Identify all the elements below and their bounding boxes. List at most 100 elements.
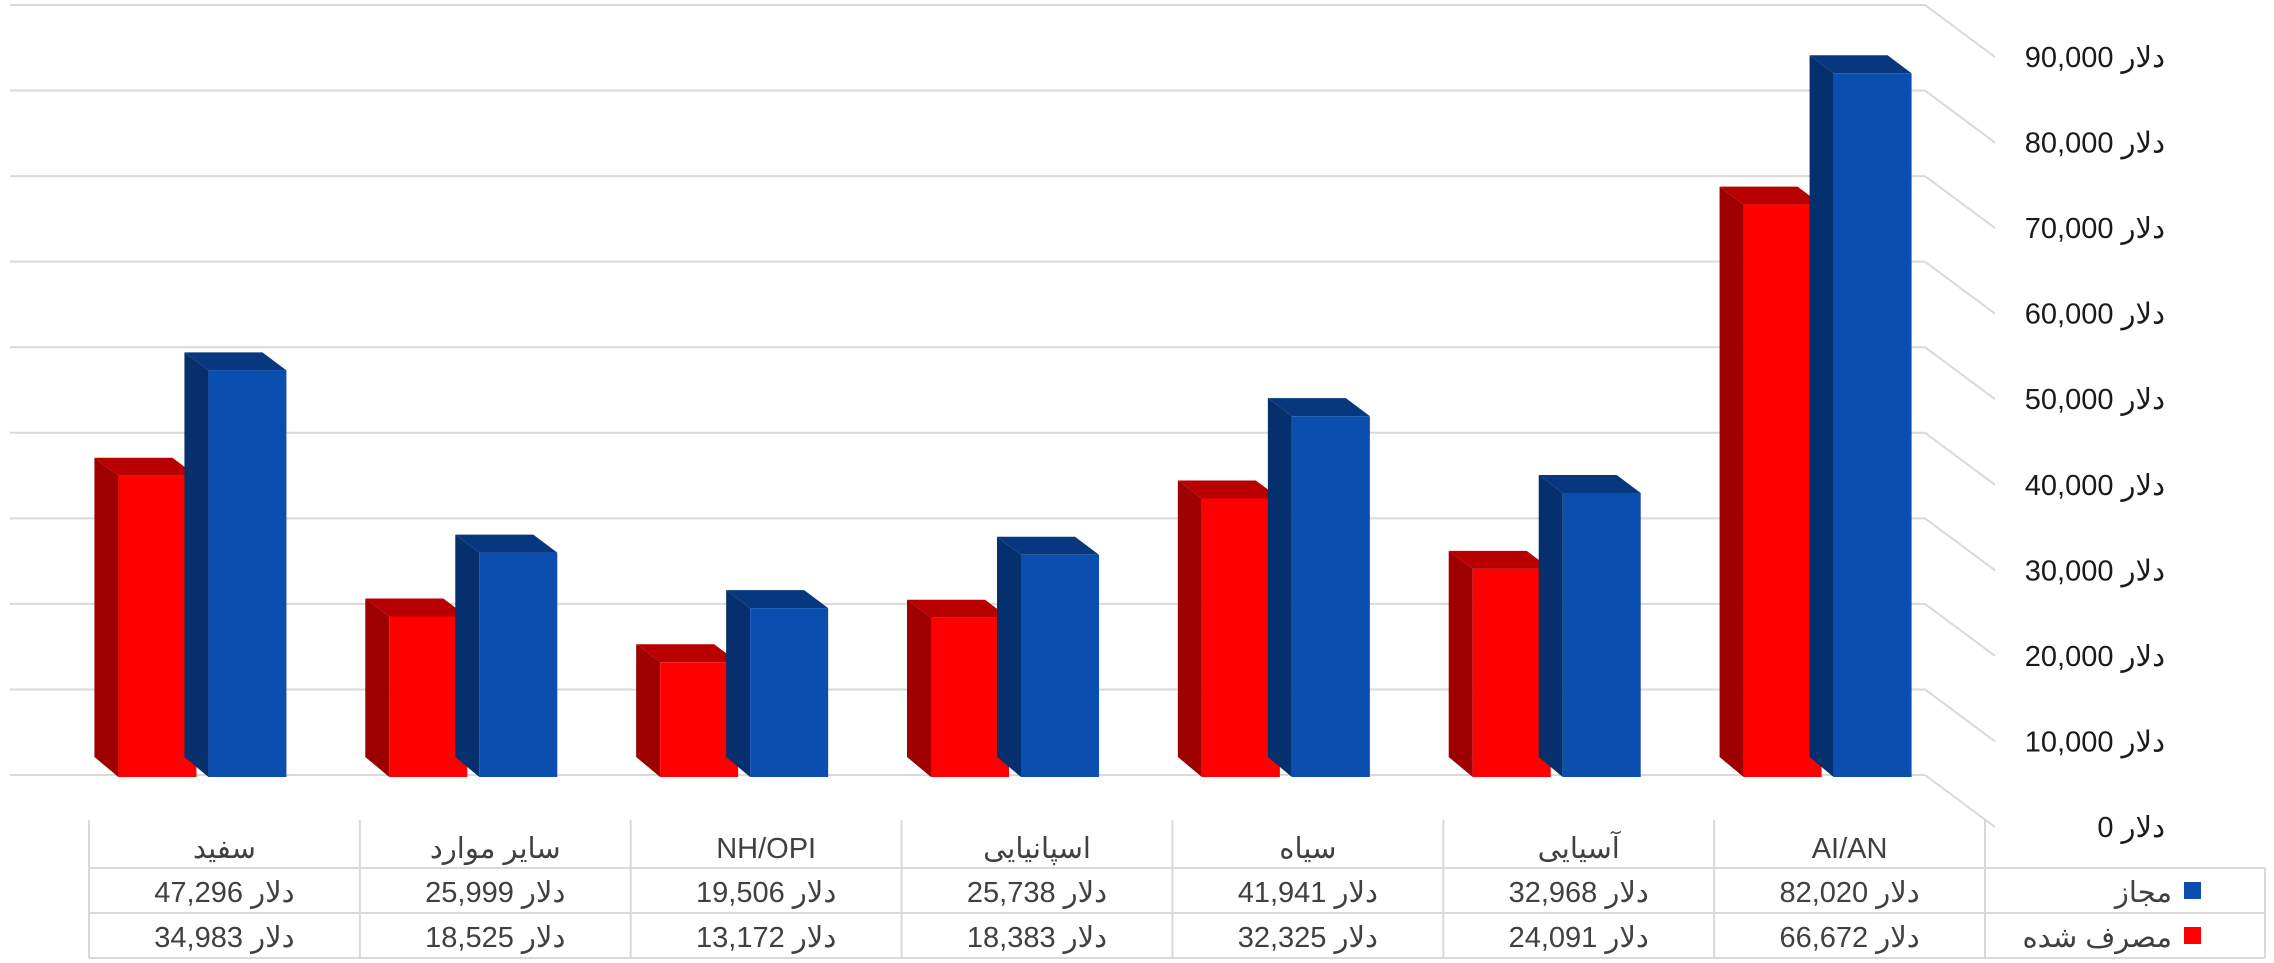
bar-front	[208, 370, 287, 777]
legend-swatch	[2184, 882, 2201, 899]
y-tick-label: 70,000 دلار	[2025, 213, 2165, 245]
y-tick-label: 40,000 دلار	[2025, 470, 2165, 502]
table-cell: 32,968 دلار	[1509, 877, 1649, 909]
bar-front	[1562, 492, 1641, 777]
bar-authorized	[455, 534, 558, 777]
bar-top	[1809, 55, 1912, 74]
bar-top	[1719, 186, 1822, 205]
bar-front	[1833, 73, 1912, 778]
bar-top	[455, 534, 558, 553]
bar-front	[479, 552, 558, 777]
data-table: AI/AN آسیایی سیاه اسپانیایی NH/OPI سایر موارد…	[88, 820, 2266, 959]
bar-front	[1743, 204, 1822, 778]
category-label: سیاه	[1279, 833, 1336, 865]
bar-front	[389, 616, 468, 777]
table-cell: 34,983 دلار	[154, 922, 294, 954]
gridline-side	[1924, 517, 1996, 572]
bar-spent	[907, 599, 1009, 777]
category-label: NH/OPI	[716, 833, 816, 865]
bar-authorized	[1809, 55, 1912, 778]
table-cell: 82,020 دلار	[1779, 877, 1919, 909]
table-cell: 13,172 دلار	[696, 922, 836, 954]
bar-top	[997, 536, 1099, 555]
bar-side	[1448, 550, 1473, 777]
bar-spent	[1448, 550, 1551, 777]
y-tick-label: 20,000 دلار	[2025, 641, 2165, 673]
bar-top	[1267, 398, 1370, 417]
bar-side	[636, 644, 661, 777]
category-label: سفید	[193, 833, 256, 865]
bar-top	[726, 590, 829, 609]
bars	[94, 55, 1912, 778]
bar-front	[1021, 554, 1099, 777]
gridline-side	[1924, 89, 1996, 144]
bar-spent	[94, 457, 197, 777]
y-tick-label: 0 دلار	[2097, 812, 2165, 844]
bar-side	[1177, 480, 1202, 777]
bar-front	[118, 475, 197, 777]
gridline-side	[1924, 688, 1996, 743]
gridline-side	[1924, 346, 1996, 401]
bar-top	[365, 598, 468, 617]
category-label: آسیایی	[1538, 830, 1622, 865]
gridline-side	[1924, 4, 1996, 58]
table-cell: 25,999 دلار	[425, 877, 565, 909]
bar-front	[1201, 498, 1280, 777]
table-cell: 32,325 دلار	[1238, 922, 1378, 954]
y-axis-tick-labels: 0 دلار 10,000 دلار 20,000 دلار 30,000 دلار 4…	[2025, 42, 2165, 844]
bar-top	[907, 599, 1009, 618]
y-tick-label: 60,000 دلار	[2025, 299, 2165, 331]
table-cell: 19,506 دلار	[696, 877, 836, 909]
bar-front	[660, 662, 739, 777]
bar-top	[1538, 474, 1641, 493]
bar-side	[365, 598, 390, 777]
bar-side	[184, 352, 209, 777]
gridline-side	[1924, 603, 1996, 657]
bar-spent	[636, 644, 739, 777]
table-cell: 18,383 دلار	[967, 922, 1107, 954]
bar-side	[1267, 398, 1292, 777]
legend-label: مصرف شده	[2022, 922, 2172, 954]
bar-authorized	[726, 590, 829, 777]
bar-authorized	[1267, 398, 1370, 777]
table-cell: 66,672 دلار	[1779, 922, 1919, 954]
table-cell: 41,941 دلار	[1238, 877, 1378, 909]
bar-side	[1809, 55, 1834, 778]
bar-spent	[1719, 186, 1822, 778]
y-tick-label: 80,000 دلار	[2025, 128, 2165, 160]
bar-side	[907, 599, 931, 777]
bar-side	[1719, 186, 1744, 778]
y-tick-label: 30,000 دلار	[2025, 555, 2165, 587]
bar-side	[997, 536, 1021, 777]
table-cell: 24,091 دلار	[1509, 922, 1649, 954]
gridline-side	[1924, 260, 1996, 315]
bar-side	[726, 590, 751, 777]
y-tick-label: 10,000 دلار	[2025, 726, 2165, 758]
bar-spent	[1177, 480, 1280, 777]
category-label: AI/AN	[1812, 833, 1888, 865]
legend-swatch	[2184, 927, 2201, 944]
bar-top	[184, 352, 287, 371]
bar-front	[1472, 568, 1551, 777]
table-cell: 25,738 دلار	[967, 877, 1107, 909]
bar-authorized	[184, 352, 287, 777]
bar-side	[94, 457, 119, 777]
gridline-side	[1924, 431, 1996, 486]
y-tick-label: 50,000 دلار	[2025, 384, 2165, 416]
gridline-side	[1924, 175, 1996, 229]
bar-authorized	[1538, 474, 1641, 777]
bar-top	[636, 644, 739, 663]
table-cell: 18,525 دلار	[425, 922, 565, 954]
bar-side	[1538, 474, 1563, 777]
bar-authorized	[997, 536, 1099, 777]
bar-spent	[365, 598, 468, 777]
category-label: سایر موارد	[430, 833, 561, 865]
bar-front	[750, 608, 829, 777]
legend-label: مجاز	[2113, 877, 2172, 909]
bar-front	[931, 617, 1009, 777]
bar-top	[1177, 480, 1280, 499]
table-cell: 47,296 دلار	[154, 877, 294, 909]
gridline-side	[1924, 774, 1996, 828]
bar-top	[94, 457, 197, 476]
